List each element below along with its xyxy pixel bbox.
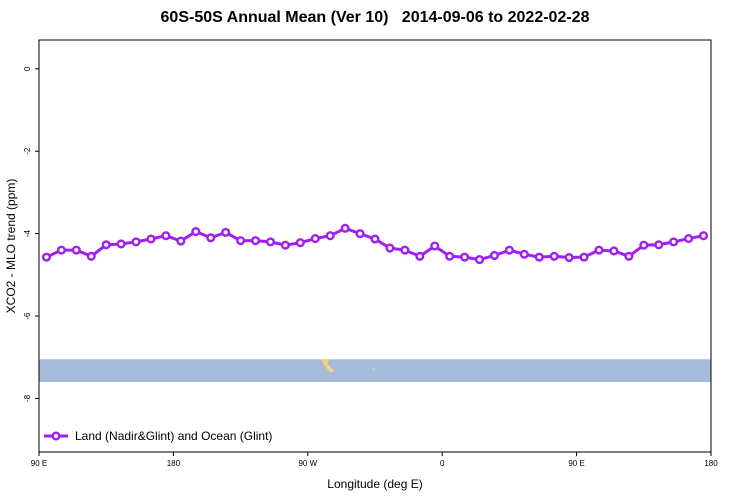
- data-point: [624, 251, 634, 261]
- data-point: [445, 251, 455, 261]
- x-tick-label: 180: [167, 459, 181, 468]
- data-point: [265, 237, 276, 247]
- data-point: [101, 240, 111, 250]
- x-axis-title: Longitude (deg E): [327, 477, 422, 491]
- data-point: [86, 251, 96, 261]
- data-point: [355, 229, 365, 239]
- x-tick-label: 180: [704, 459, 718, 468]
- data-point: [370, 234, 380, 244]
- data-point: [176, 236, 186, 246]
- data-point: [221, 227, 231, 237]
- map-band-layer: [39, 359, 711, 382]
- series-point-layer: [41, 223, 709, 265]
- data-point: [340, 223, 350, 233]
- data-point: [385, 243, 395, 253]
- y-tick-label: -4: [23, 230, 32, 238]
- data-point: [519, 249, 529, 259]
- x-tick-label: 90 E: [31, 459, 47, 468]
- data-point: [295, 238, 305, 248]
- y-tick-label: -6: [23, 312, 32, 320]
- data-point: [474, 255, 485, 265]
- data-point: [654, 240, 664, 250]
- x-tick-label: 90 E: [568, 459, 584, 468]
- series-line: [45, 226, 704, 262]
- data-point: [684, 234, 694, 244]
- data-point: [71, 245, 81, 255]
- data-point: [56, 245, 66, 255]
- data-point: [489, 250, 500, 261]
- data-point: [325, 231, 335, 241]
- data-point: [594, 245, 604, 255]
- data-point: [131, 237, 141, 247]
- data-point: [41, 252, 52, 262]
- data-point: [280, 240, 290, 250]
- data-point: [206, 233, 216, 243]
- legend: Land (Nadir&Glint) and Ocean (Glint): [44, 429, 272, 443]
- data-point: [609, 246, 619, 256]
- data-point: [504, 245, 514, 255]
- map-ocean-band: [39, 359, 711, 382]
- y-axis-title: XCO2 - MLO trend (ppm): [4, 179, 18, 314]
- chart-title: 60S-50S Annual Mean (Ver 10) 2014-09-06 …: [160, 9, 590, 26]
- data-point: [161, 231, 171, 241]
- data-point: [549, 251, 559, 261]
- data-point: [191, 227, 201, 237]
- y-axis: 0 -2 -4 -6 -8: [23, 66, 39, 402]
- data-point: [146, 234, 156, 244]
- y-tick-label: -8: [23, 394, 32, 402]
- data-point: [698, 231, 709, 241]
- legend-marker-swatch: [51, 431, 61, 441]
- data-point: [579, 252, 589, 262]
- plot-frame: [38, 39, 712, 453]
- data-point: [564, 252, 574, 263]
- data-point: [400, 245, 410, 255]
- data-point: [415, 251, 425, 261]
- data-point: [669, 237, 679, 247]
- data-point: [430, 241, 440, 251]
- data-point: [534, 252, 544, 262]
- x-tick-label: 0: [440, 459, 445, 468]
- data-point: [310, 234, 320, 244]
- x-tick-label: 90 W: [298, 459, 317, 468]
- data-point: [116, 239, 126, 249]
- data-point: [236, 236, 246, 246]
- legend-label: Land (Nadir&Glint) and Ocean (Glint): [75, 429, 272, 443]
- data-point: [250, 236, 261, 246]
- map-land-south-america: [321, 359, 335, 373]
- series-line-layer: [45, 226, 704, 262]
- data-point: [639, 240, 649, 250]
- map-land-speck: [372, 368, 375, 371]
- y-tick-label: 0: [23, 66, 32, 71]
- x-axis: 90 E 180 90 W 0 90 E 180: [31, 452, 718, 468]
- data-point: [460, 252, 470, 262]
- y-tick-label: -2: [23, 147, 32, 155]
